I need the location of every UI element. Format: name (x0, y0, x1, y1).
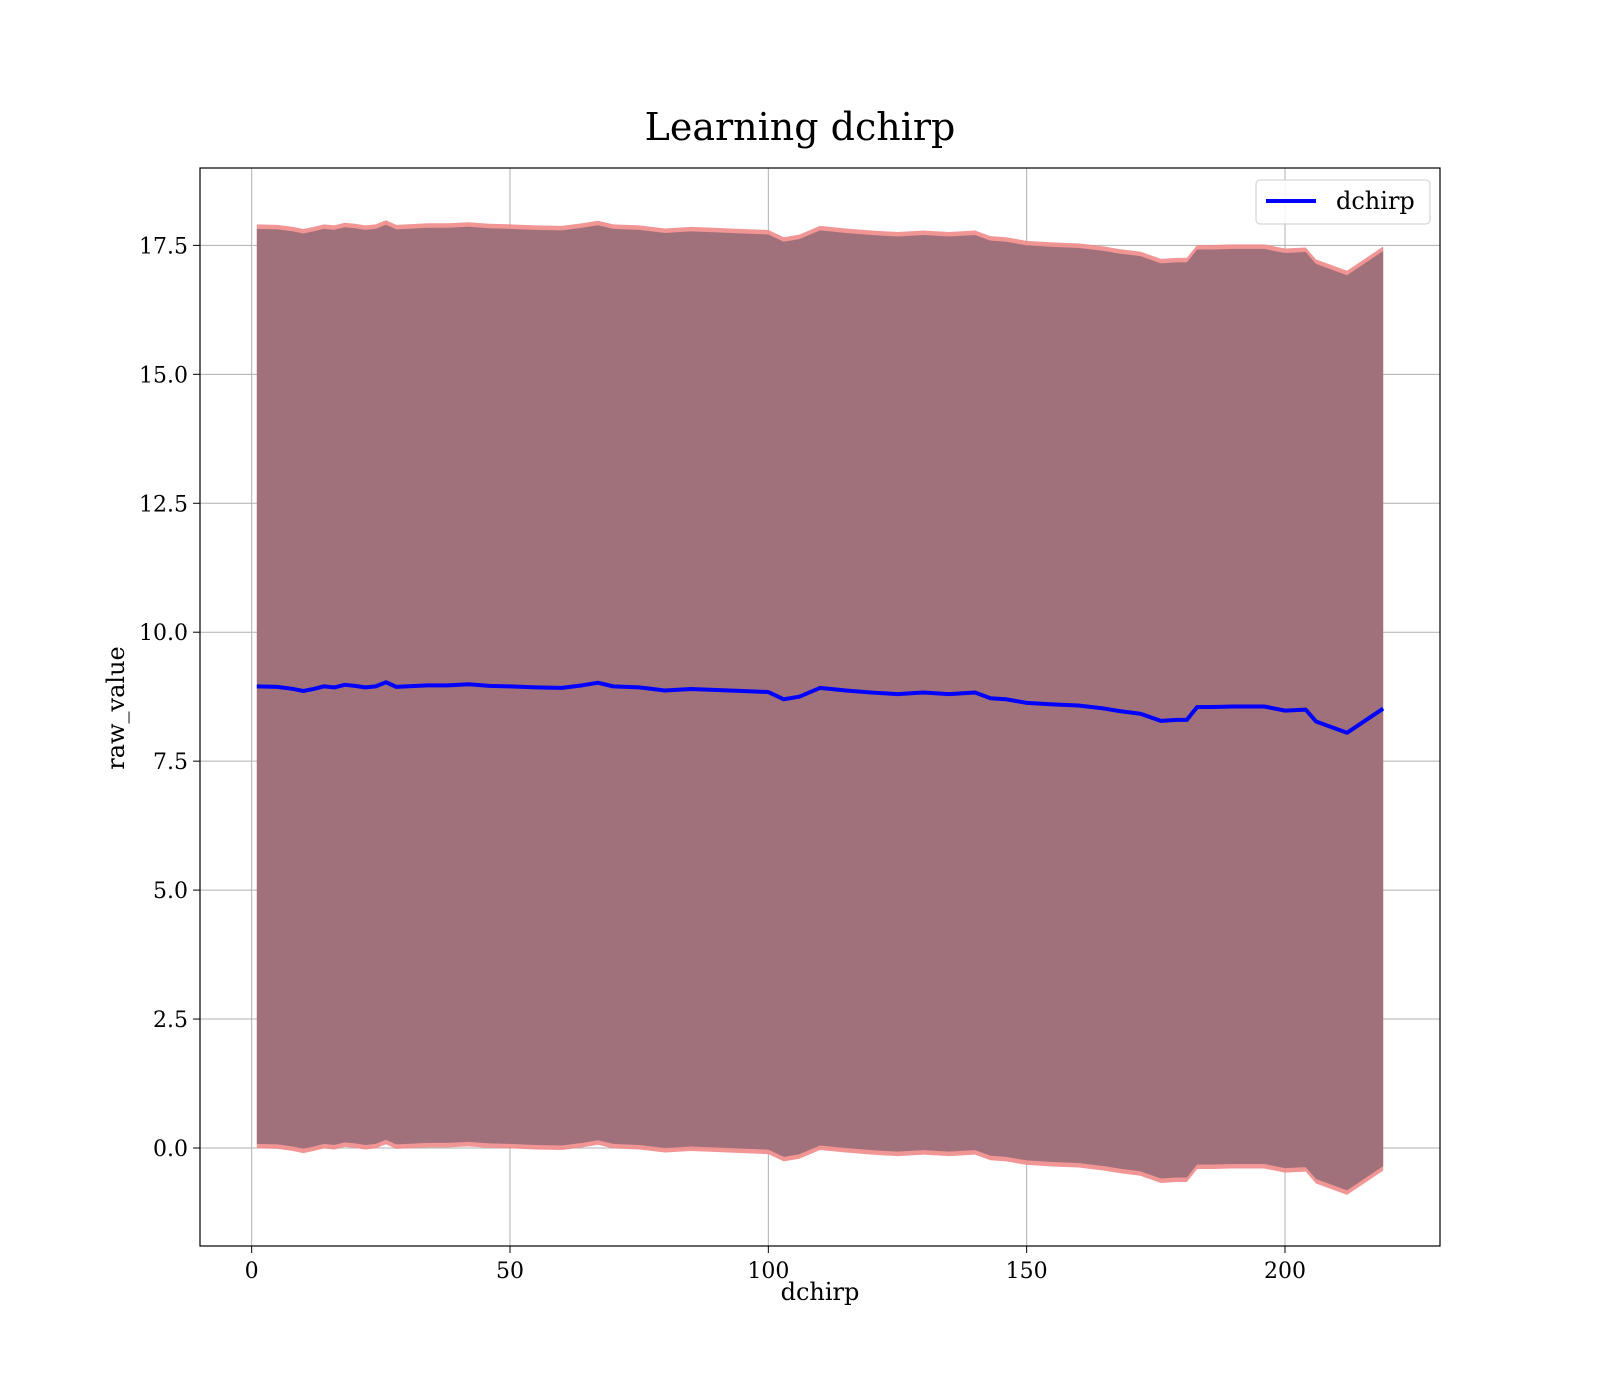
legend-box (1255, 179, 1431, 225)
y-tick-label: 5.0 (153, 879, 188, 904)
y-tick-label: 17.5 (139, 234, 188, 259)
band (256, 220, 1384, 1195)
y-axis-label: raw_value (102, 646, 130, 770)
confidence-band (256, 224, 1384, 1191)
series-lines (256, 680, 1385, 735)
y-tick-label: 0.0 (153, 1137, 188, 1162)
x-tick-label: 200 (1264, 1259, 1306, 1284)
plot-frame (199, 167, 1441, 1247)
y-tick-label: 15.0 (139, 363, 188, 388)
y-tick-label: 10.0 (139, 621, 188, 646)
series-line (256, 680, 1385, 735)
chart-title: Learning dchirp (645, 105, 956, 149)
x-tick-label: 50 (496, 1259, 524, 1284)
legend: dchirp (1255, 179, 1431, 225)
x-tick-label: 150 (1006, 1259, 1048, 1284)
x-axis-label: dchirp (781, 1278, 860, 1306)
y-tick-label: 12.5 (139, 492, 188, 517)
legend-label: dchirp (1336, 187, 1415, 215)
axis-ticks: 0 50 100 150 200 0.0 2.5 5.0 7.5 10.0 12.5 15.0 17.5 (139, 234, 1306, 1284)
plot-area (199, 167, 1441, 1247)
y-tick-label: 2.5 (153, 1008, 188, 1033)
y-tick-label: 7.5 (153, 750, 188, 775)
x-tick-label: 100 (747, 1259, 789, 1284)
x-tick-label: 0 (245, 1259, 259, 1284)
